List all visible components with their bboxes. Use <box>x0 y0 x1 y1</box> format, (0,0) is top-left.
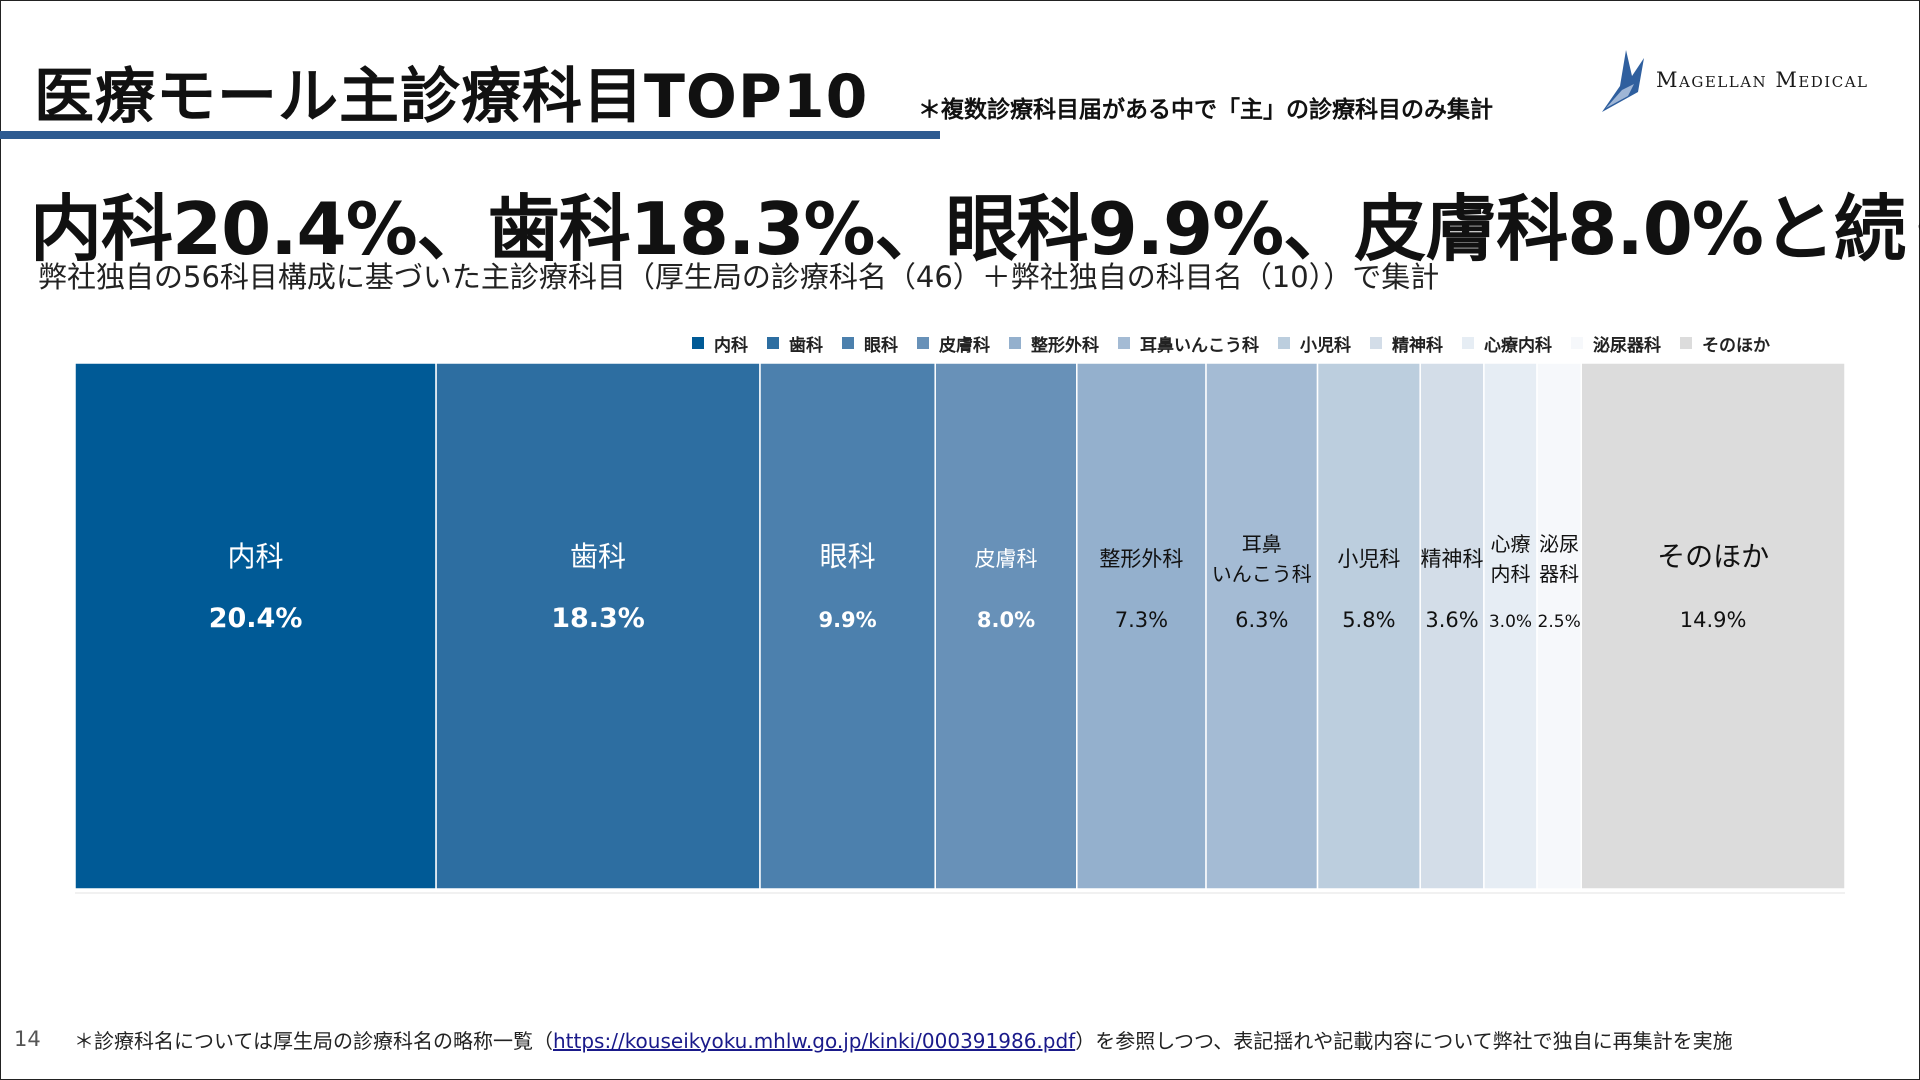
legend-label: 歯科 <box>789 335 823 356</box>
segment-label: 歯科 <box>570 540 626 573</box>
title-underline <box>0 131 940 139</box>
legend-swatch <box>1370 337 1382 349</box>
legend-swatch <box>767 337 779 349</box>
bar-segment-2 <box>435 362 761 890</box>
bar-segment-6 <box>1205 362 1319 890</box>
legend-label: 内科 <box>714 335 748 356</box>
legend-item: 内科 <box>692 331 748 356</box>
slide-title: 医療モール主診療科目TOP10 <box>34 62 869 132</box>
legend-item: 眼科 <box>842 331 898 356</box>
bar-segment-5 <box>1076 362 1207 890</box>
data-label: 5.8% <box>1342 608 1395 632</box>
segment-label: 眼科 <box>820 540 876 573</box>
page-number: 14 <box>14 1027 41 1051</box>
data-label: 6.3% <box>1235 608 1288 632</box>
bar-segment-1 <box>74 362 437 890</box>
source-link[interactable]: https://kouseikyoku.mhlw.go.jp/kinki/000… <box>553 1029 1076 1053</box>
segment-label: 小児科 <box>1337 547 1400 571</box>
legend-swatch <box>1009 337 1021 349</box>
bar-segment-11 <box>1580 362 1846 890</box>
segment-label: 内科 <box>1490 562 1530 586</box>
legend-item: 歯科 <box>767 331 823 356</box>
subheading: 弊社独自の56科目構成に基づいた主診療科目（厚生局の診療科名（46）＋弊社独自の… <box>38 260 1440 294</box>
segment-label: 内科 <box>228 540 284 573</box>
legend-label: そのほか <box>1702 335 1770 356</box>
legend-item: 耳鼻いんこう科 <box>1118 331 1259 356</box>
legend-label: 耳鼻いんこう科 <box>1140 335 1259 356</box>
bar-segment-3 <box>759 362 936 890</box>
legend-label: 整形外科 <box>1031 335 1099 356</box>
legend-label: 小児科 <box>1300 335 1351 356</box>
logo-text: Magellan Medical <box>1656 68 1869 92</box>
legend-item: 整形外科 <box>1009 331 1099 356</box>
legend-swatch <box>1571 337 1583 349</box>
segment-label: 心療 <box>1490 532 1530 556</box>
legend-label: 皮膚科 <box>939 335 990 356</box>
segment-label: 耳鼻 <box>1242 532 1282 556</box>
data-label: 20.4% <box>209 603 303 634</box>
legend-swatch <box>692 337 704 349</box>
segment-label: 泌尿 <box>1539 532 1579 556</box>
bar-segment-4 <box>934 362 1078 890</box>
bar-segment-8 <box>1419 362 1485 890</box>
data-label: 9.9% <box>818 608 876 632</box>
legend-swatch <box>1462 337 1474 349</box>
legend-item: 心療内科 <box>1462 331 1552 356</box>
data-label: 18.3% <box>551 603 645 634</box>
data-label: 3.0% <box>1489 612 1532 632</box>
company-logo: Magellan Medical <box>1598 46 1898 114</box>
legend-label: 心療内科 <box>1484 335 1552 356</box>
legend-item: 泌尿器科 <box>1571 331 1661 356</box>
legend-swatch <box>1118 337 1130 349</box>
legend-label: 眼科 <box>864 335 898 356</box>
bar-segment-10 <box>1536 362 1583 890</box>
legend-item: 小児科 <box>1278 331 1351 356</box>
legend-swatch <box>1278 337 1290 349</box>
headline: 内科20.4%、歯科18.3%、眼科9.9%、皮膚科8.0%と続く <box>30 187 1920 271</box>
bar-segment-9 <box>1483 362 1538 890</box>
segment-label: 器科 <box>1539 562 1579 586</box>
legend-swatch <box>842 337 854 349</box>
footer-note-suffix: ）を参照しつつ、表記揺れや記載内容について弊社で独自に再集計を実施 <box>1075 1029 1733 1053</box>
legend-item: そのほか <box>1680 331 1770 356</box>
legend-swatch <box>1680 337 1692 349</box>
data-label: 14.9% <box>1680 608 1747 632</box>
aggregation-note: ＊複数診療科目届がある中で「主」の診療科目のみ集計 <box>918 97 1493 123</box>
legend-swatch <box>917 337 929 349</box>
segment-label: 皮膚科 <box>975 547 1038 571</box>
magellan-sail-logo-icon <box>1602 50 1644 112</box>
data-label: 2.5% <box>1538 612 1581 632</box>
footer-note: ＊診療科名については厚生局の診療科名の略称一覧（https://kouseiky… <box>74 1025 1733 1054</box>
segment-label: いんこう科 <box>1212 562 1312 586</box>
legend-item: 皮膚科 <box>917 331 990 356</box>
chart-legend: 内科 歯科 眼科 皮膚科 整形外科 耳鼻いんこう科 小児科 精神科 心療内科 泌尿器科 そのほか <box>692 331 1842 356</box>
legend-label: 精神科 <box>1392 335 1443 356</box>
data-label: 8.0% <box>977 608 1035 632</box>
segment-label: 精神科 <box>1421 547 1484 571</box>
legend-label: 泌尿器科 <box>1593 335 1661 356</box>
segment-label: そのほか <box>1657 540 1769 573</box>
bar-segment-7 <box>1316 362 1421 890</box>
footer-note-prefix: ＊診療科名については厚生局の診療科名の略称一覧（ <box>74 1029 553 1053</box>
segment-label: 整形外科 <box>1099 547 1183 571</box>
data-label: 7.3% <box>1115 608 1168 632</box>
legend-item: 精神科 <box>1370 331 1443 356</box>
data-label: 3.6% <box>1425 608 1478 632</box>
